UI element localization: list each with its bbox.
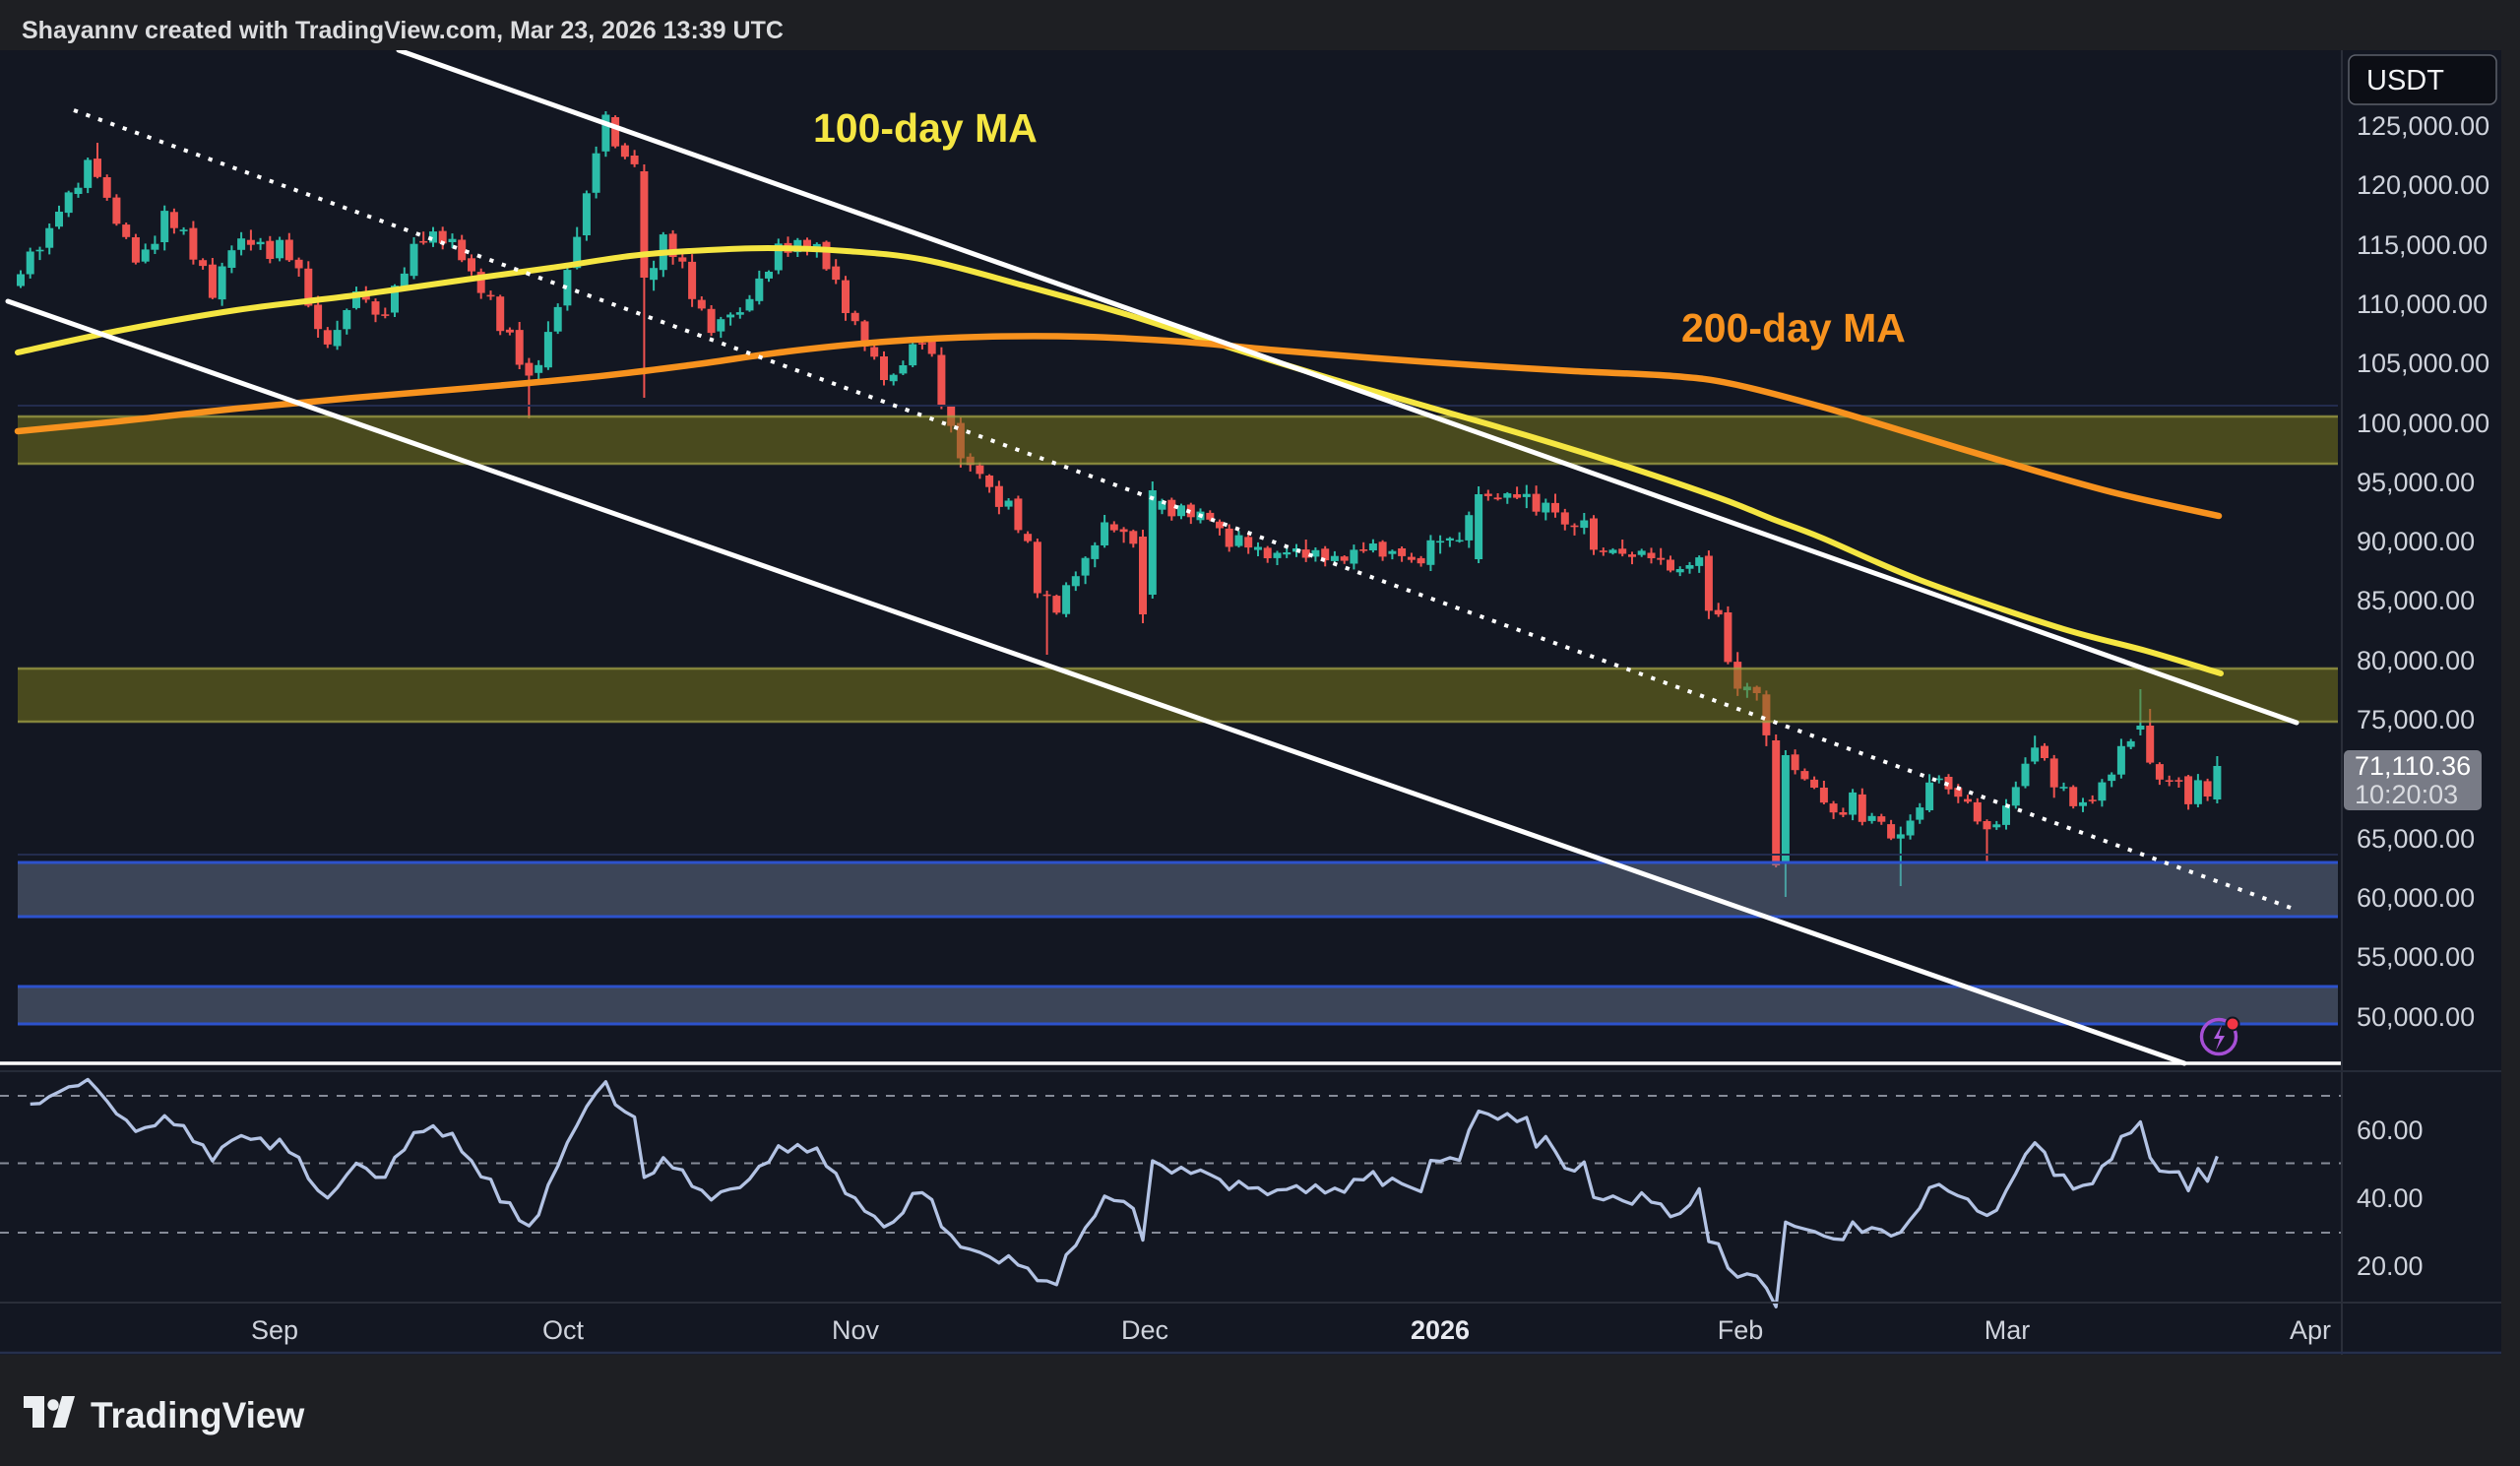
svg-text:95,000.00: 95,000.00 <box>2357 468 2475 497</box>
svg-text:Shayannv created with TradingV: Shayannv created with TradingView.com, M… <box>22 17 784 44</box>
svg-text:100,000.00: 100,000.00 <box>2357 409 2489 438</box>
svg-text:71,110.36: 71,110.36 <box>2355 751 2471 781</box>
svg-text:Nov: Nov <box>832 1315 880 1345</box>
svg-text:20.00: 20.00 <box>2357 1251 2424 1281</box>
svg-text:Dec: Dec <box>1121 1315 1168 1345</box>
svg-text:60.00: 60.00 <box>2357 1115 2424 1145</box>
svg-text:105,000.00: 105,000.00 <box>2357 349 2489 378</box>
svg-text:USDT: USDT <box>2366 65 2444 96</box>
svg-text:10:20:03: 10:20:03 <box>2355 780 2458 809</box>
svg-text:80,000.00: 80,000.00 <box>2357 646 2475 675</box>
svg-text:85,000.00: 85,000.00 <box>2357 586 2475 615</box>
svg-text:2026: 2026 <box>1411 1315 1470 1345</box>
svg-text:60,000.00: 60,000.00 <box>2357 883 2475 913</box>
svg-text:55,000.00: 55,000.00 <box>2357 942 2475 972</box>
svg-text:40.00: 40.00 <box>2357 1183 2424 1213</box>
svg-text:100-day MA: 100-day MA <box>813 105 1038 151</box>
svg-text:Apr: Apr <box>2290 1315 2331 1345</box>
svg-text:50,000.00: 50,000.00 <box>2357 1002 2475 1032</box>
svg-text:65,000.00: 65,000.00 <box>2357 824 2475 854</box>
svg-text:120,000.00: 120,000.00 <box>2357 170 2489 200</box>
svg-text:200-day MA: 200-day MA <box>1681 305 1906 351</box>
svg-text:115,000.00: 115,000.00 <box>2357 230 2488 260</box>
svg-text:Sep: Sep <box>251 1315 298 1345</box>
svg-text:Mar: Mar <box>1984 1315 2031 1345</box>
svg-text:110,000.00: 110,000.00 <box>2357 289 2488 319</box>
svg-text:75,000.00: 75,000.00 <box>2357 705 2475 734</box>
svg-text:125,000.00: 125,000.00 <box>2357 111 2489 141</box>
svg-text:TradingView: TradingView <box>91 1395 304 1435</box>
svg-text:Feb: Feb <box>1718 1315 1764 1345</box>
svg-text:Oct: Oct <box>542 1315 585 1345</box>
svg-text:90,000.00: 90,000.00 <box>2357 527 2475 556</box>
